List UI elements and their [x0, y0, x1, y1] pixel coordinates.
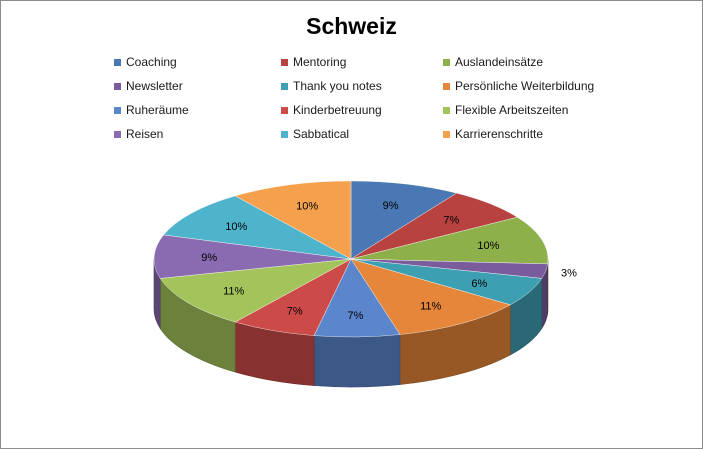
legend-item: Coaching	[114, 55, 177, 69]
legend-item: Auslandeinsätze	[443, 55, 543, 69]
legend-swatch	[281, 82, 288, 90]
legend-label: Mentoring	[293, 55, 347, 69]
legend-item: Sabbatical	[281, 127, 349, 141]
data-label: 7%	[287, 306, 303, 318]
chart-title: Schweiz	[306, 13, 397, 39]
legend-label: Flexible Arbeitszeiten	[455, 103, 569, 117]
legend-swatch	[443, 58, 450, 66]
pie-slice-side	[313, 334, 401, 388]
legend-swatch	[114, 58, 121, 66]
pie-slice	[350, 216, 549, 265]
legend-label: Newsletter	[126, 79, 183, 93]
legend-swatch	[114, 82, 121, 90]
legend-item: Flexible Arbeitszeiten	[443, 103, 568, 117]
legend-label: Karrierenschritte	[455, 127, 544, 141]
legend-label: Sabbatical	[293, 127, 350, 141]
pie-slice	[153, 234, 352, 279]
legend-swatch	[281, 130, 288, 138]
pie-slice	[350, 258, 511, 335]
legend-swatch	[281, 106, 288, 114]
data-label: 7%	[443, 214, 459, 226]
legend-label: Kinderbetreuung	[293, 103, 382, 117]
legend-swatch	[443, 106, 450, 114]
legend-label: Thank you notes	[293, 79, 382, 93]
legend-swatch	[443, 82, 450, 90]
legend-item: Kinderbetreuung	[281, 103, 382, 117]
data-label: 10%	[477, 240, 499, 252]
legend-label: Persönliche Weiterbildung	[455, 79, 595, 93]
legend-item: Karrierenschritte	[443, 127, 543, 141]
data-label: 10%	[296, 201, 318, 213]
chart-legend: Coaching Mentoring Auslandeinsätze Newslett…	[114, 55, 614, 155]
pie-slice	[234, 180, 352, 260]
legend-label: Auslandeinsätze	[455, 55, 544, 69]
data-label: 11%	[420, 300, 441, 312]
legend-item: Persönliche Weiterbildung	[443, 79, 594, 93]
data-label: 11%	[223, 286, 244, 298]
data-label: 9%	[201, 252, 217, 264]
legend-label: Ruheräume	[126, 103, 189, 117]
legend-label: Coaching	[126, 55, 177, 69]
data-label: 3%	[561, 268, 577, 280]
legend-label: Reisen	[126, 127, 164, 141]
legend-item: Mentoring	[281, 55, 346, 69]
data-label: 10%	[225, 221, 247, 233]
legend-swatch	[443, 130, 450, 138]
pie-slice	[350, 180, 458, 260]
legend-swatch	[114, 130, 121, 138]
pie-slice	[159, 258, 352, 323]
pie-slice	[163, 195, 352, 260]
legend-item: Thank you notes	[281, 79, 382, 93]
data-label: 6%	[471, 278, 487, 290]
legend-swatch	[114, 106, 121, 114]
data-label: 7%	[348, 310, 364, 322]
legend-item: Ruheräume	[114, 103, 189, 117]
data-label: 9%	[383, 200, 399, 212]
legend-swatch	[281, 58, 288, 66]
legend-item: Newsletter	[114, 79, 183, 93]
legend-item: Reisen	[114, 127, 163, 141]
